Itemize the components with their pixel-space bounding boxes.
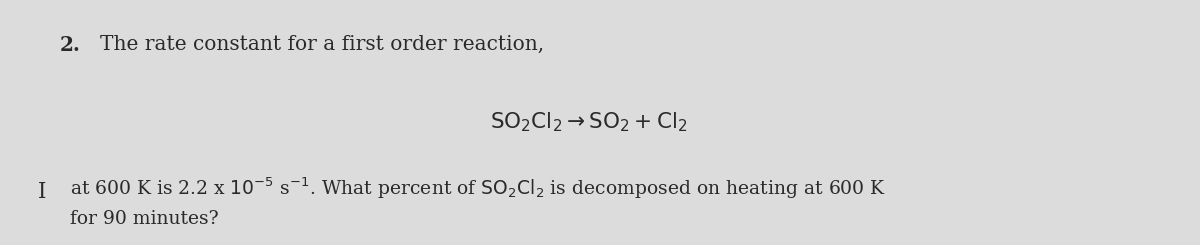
Text: The rate constant for a first order reaction,: The rate constant for a first order reac…	[100, 35, 544, 54]
Text: I: I	[38, 181, 46, 203]
Text: $\mathrm{SO_2Cl_2 \rightarrow SO_2 + Cl_2}$: $\mathrm{SO_2Cl_2 \rightarrow SO_2 + Cl_…	[490, 110, 688, 134]
Text: 2.: 2.	[60, 35, 80, 55]
Text: at 600 K is 2.2 x $10^{-5}$ s$^{-1}$. What percent of $\mathrm{SO_2Cl_2}$ is dec: at 600 K is 2.2 x $10^{-5}$ s$^{-1}$. Wh…	[70, 175, 886, 200]
Text: for 90 minutes?: for 90 minutes?	[70, 210, 218, 228]
